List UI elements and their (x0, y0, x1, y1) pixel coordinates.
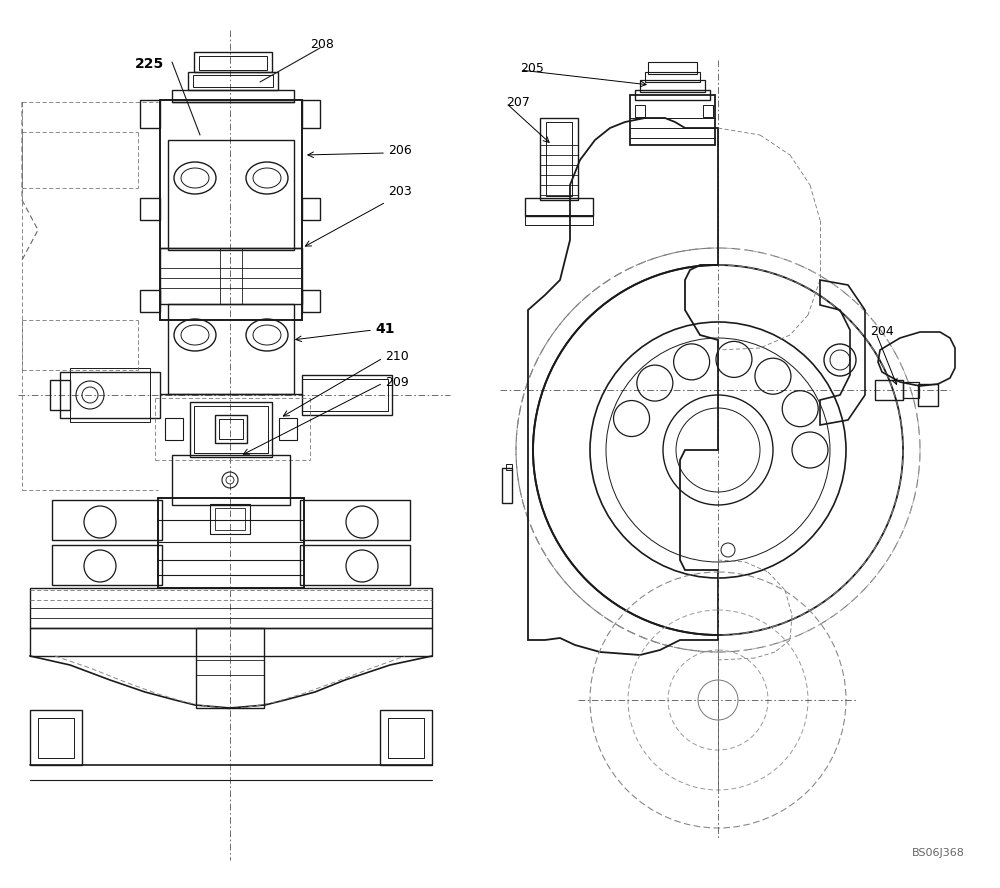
Bar (388, 718, 424, 758)
Bar (300, 545, 410, 585)
Text: 210: 210 (385, 350, 409, 363)
Text: 206: 206 (388, 144, 412, 157)
Bar (52, 500, 162, 540)
Bar (918, 384, 938, 406)
Bar (50, 380, 70, 410)
Bar (160, 100, 302, 320)
Bar (30, 710, 82, 765)
Bar (140, 290, 160, 312)
Text: 204: 204 (870, 325, 894, 338)
Bar (525, 198, 593, 216)
Bar (215, 415, 247, 443)
Bar (194, 52, 272, 72)
Text: 203: 203 (388, 185, 412, 198)
Bar (648, 62, 697, 74)
Bar (506, 464, 512, 470)
Bar (30, 628, 432, 656)
Bar (219, 419, 243, 439)
Bar (279, 418, 297, 440)
Text: 208: 208 (310, 38, 334, 51)
Bar (302, 379, 388, 411)
Bar (525, 215, 593, 225)
Bar (640, 80, 705, 92)
Bar (380, 710, 432, 765)
Bar (168, 140, 294, 250)
Bar (38, 718, 74, 758)
Bar (165, 418, 183, 440)
Bar (300, 500, 410, 540)
Bar (190, 402, 272, 457)
Bar (70, 368, 150, 422)
Bar (52, 545, 162, 585)
Bar (199, 56, 267, 70)
Bar (196, 628, 264, 708)
Bar (188, 72, 278, 90)
Bar (193, 75, 273, 87)
Text: 225: 225 (135, 57, 164, 71)
Bar (302, 198, 320, 220)
Bar (210, 504, 250, 534)
Bar (168, 304, 294, 394)
Bar (140, 198, 160, 220)
Bar (630, 95, 715, 145)
Bar (140, 100, 160, 128)
Bar (703, 105, 713, 117)
Bar (302, 375, 392, 415)
Bar (635, 105, 645, 117)
Bar (302, 290, 320, 312)
Bar (540, 118, 578, 200)
Bar (160, 248, 302, 304)
Text: 207: 207 (506, 96, 530, 109)
Bar (158, 498, 304, 588)
Text: 205: 205 (520, 62, 544, 75)
Text: BS06J368: BS06J368 (912, 848, 965, 858)
Bar (172, 455, 290, 505)
Bar (30, 588, 432, 628)
Bar (635, 90, 710, 100)
Text: 41: 41 (375, 322, 394, 336)
Bar (172, 90, 294, 102)
Bar (502, 468, 512, 503)
Bar (194, 406, 268, 453)
Bar (875, 380, 903, 400)
Bar (546, 122, 572, 196)
Bar (302, 100, 320, 128)
Bar (903, 382, 919, 398)
Text: 209: 209 (385, 376, 409, 389)
Bar (60, 372, 160, 418)
Bar (645, 72, 700, 82)
Bar (215, 508, 245, 530)
